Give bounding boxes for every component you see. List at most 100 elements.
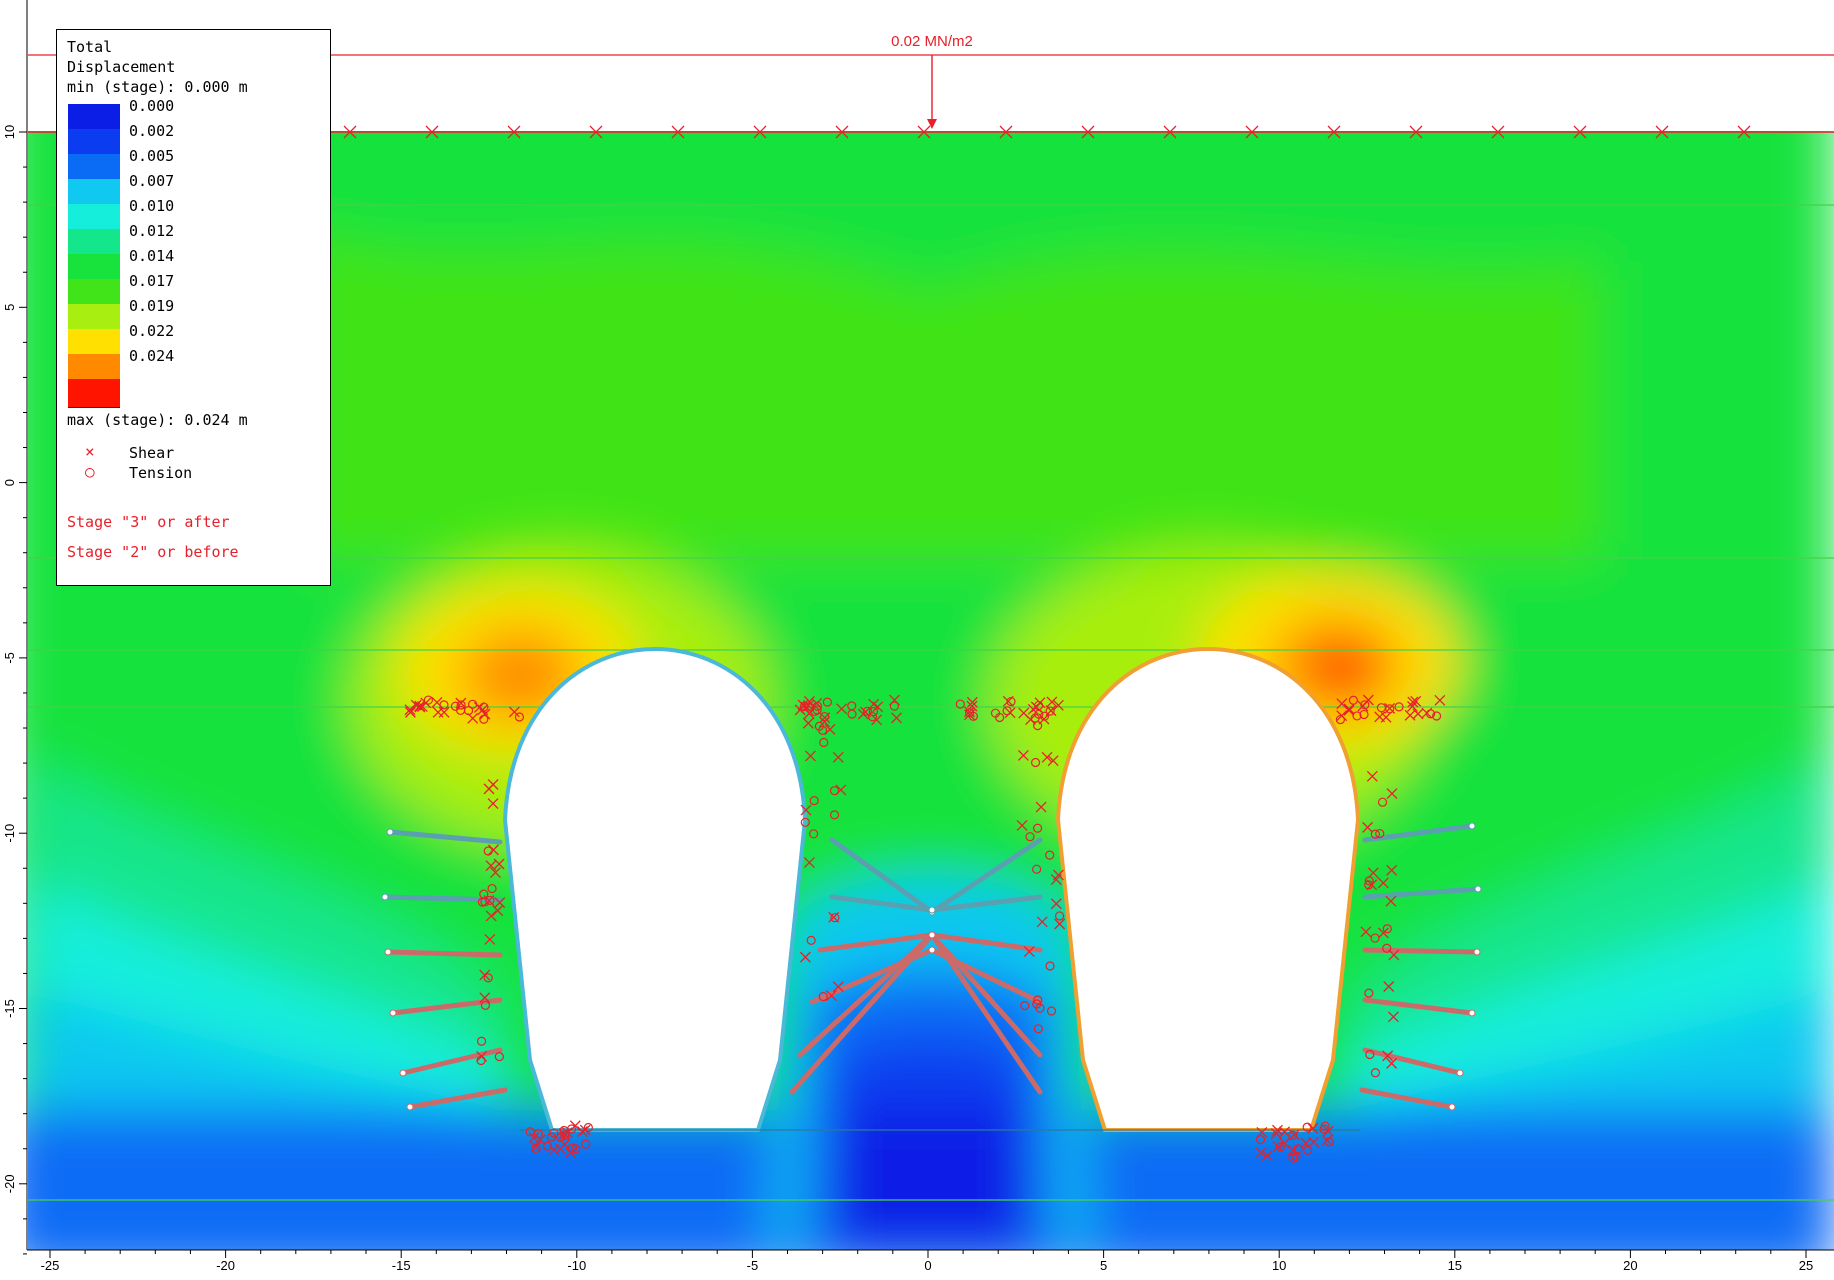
y-axis-ticks: 10 5 0 -5 -10 -15 -20: [2, 125, 27, 1255]
tension-marker-icon: [814, 721, 824, 731]
rock-bolt: [829, 894, 935, 913]
right-tunnel: [1055, 647, 1361, 1132]
legend-value: 0.010: [129, 197, 175, 215]
rock-bolt: [829, 837, 935, 915]
tension-marker-icon: [862, 706, 873, 716]
shear-marker-icon: [1434, 694, 1446, 706]
shear-marker-icon: [548, 1144, 560, 1156]
bolt-end: [1468, 822, 1476, 830]
shear-marker-icon: [1367, 867, 1379, 879]
shear-marker-icon: [799, 951, 811, 963]
tension-marker-icon: [1364, 988, 1374, 998]
shear-marker-icon: [966, 700, 978, 712]
tension-marker-icon: [1302, 1145, 1313, 1155]
shear-marker-icon: [487, 798, 499, 809]
shear-marker-icon: [1036, 916, 1048, 928]
shear-marker-icon: [561, 1127, 573, 1139]
shear-marker-icon: [431, 696, 443, 708]
shear-marker-icon: [492, 905, 504, 917]
shear-marker-icon: [836, 703, 848, 715]
tension-marker-icon: [1394, 702, 1404, 712]
bolt-end: [406, 1103, 414, 1111]
shear-marker-icon: [534, 1134, 546, 1146]
tension-marker-icon: [456, 705, 466, 715]
shear-marker-icon: [1386, 1057, 1398, 1069]
shear-marker-icon: [1054, 918, 1066, 930]
shear-marker-icon: [1279, 1137, 1290, 1149]
shear-marker-icon: [1016, 820, 1028, 831]
tension-marker-icon: [955, 699, 965, 709]
tension-symbol-icon: ○: [85, 462, 95, 481]
bolt-end: [1448, 1103, 1456, 1111]
x-tick-label: -25: [41, 1258, 60, 1273]
bolt-end: [389, 1009, 397, 1017]
shear-marker-icon: [508, 706, 520, 718]
legend-value: 0.007: [129, 172, 175, 190]
shear-marker-icon: [1377, 877, 1389, 889]
tension-marker-icon: [483, 973, 493, 983]
tension-marker-icon: [581, 1139, 591, 1149]
shear-marker-icon: [1035, 801, 1047, 813]
shear-marker-icon: [1288, 1129, 1300, 1141]
legend-max: max (stage): 0.024 m: [67, 411, 248, 429]
tension-marker-icon: [1376, 703, 1387, 713]
tension-marker-icon: [1045, 961, 1055, 971]
x-tick-label: 0: [924, 1258, 931, 1273]
contour-band: [1317, 644, 1373, 700]
shear-marker-icon: [1322, 1125, 1334, 1137]
legend-value: 0.005: [129, 147, 175, 165]
tension-marker-icon: [1375, 828, 1385, 839]
tension-marker-icon: [1382, 924, 1392, 934]
rock-bolt: [929, 932, 1043, 953]
legend-value: 0.017: [129, 272, 175, 290]
tension-marker-icon: [456, 700, 466, 710]
shear-marker-icon: [487, 844, 499, 856]
tension-marker-icon: [1033, 995, 1043, 1005]
shear-marker-icon: [871, 714, 883, 726]
load-label: 0.02 MN/m2: [891, 33, 973, 50]
shear-marker-icon: [832, 751, 844, 763]
y-tick-label: -15: [2, 999, 17, 1018]
rock-bolts: [381, 822, 1482, 1111]
shear-marker-icon: [1307, 1122, 1319, 1134]
shear-marker-icon: [483, 895, 495, 907]
shear-marker-icon: [1407, 696, 1419, 708]
shear-label: Shear: [129, 444, 175, 462]
tension-marker-icon: [480, 1000, 491, 1010]
shear-marker-icon: [1410, 695, 1422, 707]
shear-marker-icon: [1050, 898, 1062, 910]
tension-marker-icon: [800, 817, 810, 827]
tension-label: Tension: [129, 464, 193, 482]
shear-marker-icon: [803, 695, 815, 707]
shear-marker-icon: [1360, 926, 1372, 938]
tension-marker-icon: [1039, 711, 1050, 721]
bolt-end: [928, 946, 936, 954]
shear-marker-icon: [1004, 707, 1016, 719]
shear-marker-icon: [1041, 751, 1053, 763]
y-tick-label: 10: [2, 125, 17, 139]
tension-marker-icon: [1020, 1001, 1030, 1011]
tension-marker-icon: [1382, 943, 1392, 953]
tension-marker-icon: [829, 810, 840, 820]
tension-marker-icon: [1025, 832, 1035, 842]
shear-marker-icon: [1404, 709, 1416, 721]
load-arrowhead: [927, 119, 937, 129]
shear-marker-icon: [494, 897, 506, 909]
shear-marker-icon: [1382, 1050, 1394, 1062]
shear-marker-icon: [1300, 1137, 1312, 1149]
yield-markers: [343, 125, 1751, 1163]
rock-bolt: [382, 894, 503, 903]
x-axis-ticks: -25 -20 -15 -10 -5 0 5 10 15 20 25: [41, 1250, 1813, 1273]
tension-marker-icon: [560, 1130, 570, 1140]
shear-marker-icon: [1336, 698, 1348, 710]
contour-band: [300, 230, 1600, 560]
shear-marker-icon: [565, 1147, 577, 1159]
tension-marker-icon: [1348, 695, 1358, 705]
y-tick-label: -20: [2, 1174, 17, 1193]
x-tick-label: 20: [1623, 1258, 1637, 1273]
rock-bolt: [1359, 1087, 1455, 1110]
tension-marker-icon: [559, 1125, 569, 1136]
tension-marker-icon: [479, 702, 489, 712]
tension-marker-icon: [1045, 706, 1055, 716]
